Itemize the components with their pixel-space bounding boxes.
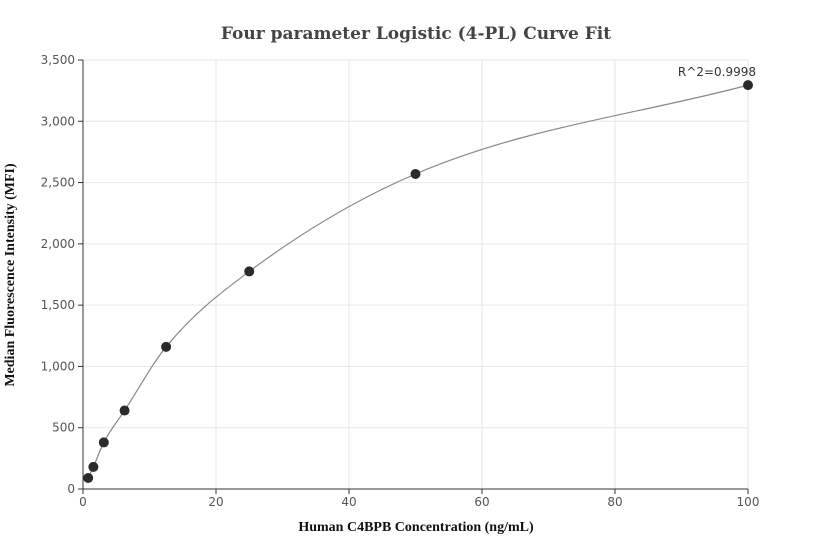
y-axis-title: Median Fluorescence Intensity (MFI) [3, 163, 18, 387]
data-points [83, 80, 753, 483]
data-point [743, 80, 753, 91]
x-tick-label: 100 [737, 495, 760, 509]
x-tick-label: 80 [607, 495, 622, 509]
data-point [161, 341, 172, 352]
y-tick-label: 1,500 [41, 298, 75, 312]
y-tick-label: 3,000 [41, 114, 75, 128]
data-point [88, 461, 99, 472]
x-axis-title: Human C4BPB Concentration (ng/mL) [298, 520, 534, 535]
data-point [83, 472, 94, 483]
grid [83, 59, 749, 489]
y-tick-label: 3,500 [41, 53, 75, 67]
data-point [410, 168, 421, 179]
x-tick-label: 60 [474, 495, 489, 509]
y-ticks: 0 500 1,000 1,500 2,000 2,500 3,000 3,500 [41, 53, 83, 496]
y-tick-label: 2,000 [41, 237, 75, 251]
chart-title: Four parameter Logistic (4-PL) Curve Fit [221, 24, 611, 44]
y-tick-label: 0 [67, 482, 75, 496]
fit-curve [87, 84, 749, 479]
data-point [119, 405, 130, 416]
x-tick-label: 0 [79, 495, 87, 509]
y-tick-label: 500 [52, 421, 75, 435]
x-ticks: 0 20 40 60 80 100 [79, 489, 759, 509]
x-tick-label: 40 [341, 495, 356, 509]
axes [82, 60, 748, 490]
data-point [98, 437, 109, 448]
y-tick-label: 2,500 [41, 176, 75, 190]
y-tick-label: 1,000 [41, 359, 75, 373]
r-squared-annotation: R^2=0.9998 [678, 65, 756, 79]
data-point [244, 266, 255, 277]
x-tick-label: 20 [208, 495, 223, 509]
